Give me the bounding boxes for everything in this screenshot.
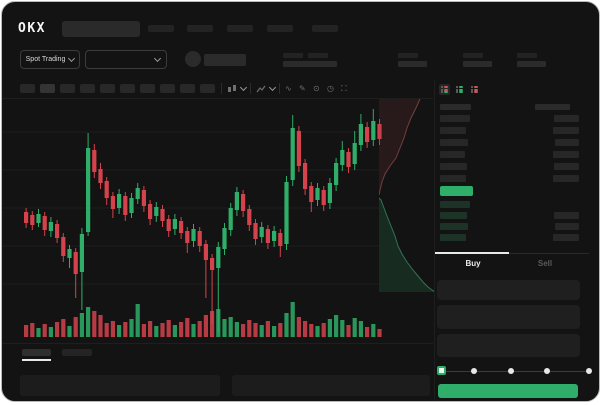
fullscreen-icon[interactable]: ⛶: [341, 84, 347, 93]
orderbook-row[interactable]: [440, 151, 579, 158]
history-clock-icon[interactable]: ◷: [327, 84, 334, 93]
depth-chart: [379, 99, 435, 292]
nav-item-4[interactable]: [267, 25, 293, 32]
chevron-down-icon[interactable]: [268, 83, 277, 92]
chart-type-candles-icon[interactable]: [227, 84, 237, 94]
book-header-price: [440, 104, 471, 110]
orderbook-row[interactable]: [440, 163, 579, 170]
toolbar-bottom-divider: [2, 98, 433, 99]
camera-snapshot-icon[interactable]: ⊙: [313, 84, 320, 93]
timeframe-button-3[interactable]: [60, 84, 75, 93]
toolbar-divider: [250, 83, 251, 94]
orderbook-panel: Buy Sell: [434, 80, 599, 401]
book-combined-icon[interactable]: [439, 84, 450, 95]
coin-icon[interactable]: [185, 51, 201, 67]
timeframe-button-2[interactable]: [40, 84, 55, 93]
order-total-field[interactable]: [437, 334, 580, 357]
buy-tab-indicator: [435, 252, 509, 254]
slider-handle[interactable]: [437, 366, 446, 375]
indicators-icon[interactable]: [256, 84, 266, 94]
orderbook-row[interactable]: [440, 139, 579, 146]
chevron-down-icon: [68, 54, 76, 63]
nav-item-3[interactable]: [227, 25, 253, 32]
bottom-panel-box-2: [232, 375, 430, 396]
nav-item-1[interactable]: [148, 25, 174, 32]
bottom-tab-active[interactable]: [22, 349, 51, 356]
bottom-tab-2[interactable]: [62, 349, 92, 356]
search-input[interactable]: [62, 21, 140, 37]
ticker-stat-3: [398, 53, 427, 67]
amount-slider[interactable]: [440, 371, 589, 372]
tab-divider: [509, 253, 589, 254]
slider-stop[interactable]: [586, 368, 592, 374]
tab-buy[interactable]: Buy: [465, 259, 481, 268]
nav-item-2[interactable]: [187, 25, 213, 32]
orderbook-row[interactable]: [440, 127, 579, 134]
chevron-down-icon[interactable]: [239, 83, 248, 92]
chart-bottom-divider: [2, 343, 433, 344]
toolbar-divider: [221, 83, 222, 94]
timeframe-button-1[interactable]: [20, 84, 35, 93]
bottom-tab-active-underline: [22, 359, 51, 361]
pair-selector-dropdown[interactable]: [85, 50, 167, 69]
ticker-stat-2: [308, 53, 337, 67]
ticker-stat-5: [517, 53, 546, 67]
bottom-panel-box-1: [20, 375, 220, 396]
market-type-label: Spot Trading: [25, 56, 66, 63]
orderbook-row[interactable]: [440, 234, 579, 241]
order-amount-field[interactable]: [437, 305, 580, 329]
book-header-amount: [535, 104, 570, 110]
tab-sell[interactable]: Sell: [537, 259, 553, 268]
slider-stop[interactable]: [544, 368, 550, 374]
chevron-down-icon: [153, 54, 162, 63]
wave-tool-icon[interactable]: ∿: [285, 84, 292, 93]
last-price-badge[interactable]: [440, 186, 473, 196]
book-asks-icon[interactable]: [469, 84, 480, 95]
orderbook-row[interactable]: [440, 115, 579, 122]
orderbook-row[interactable]: [440, 201, 579, 208]
timeframe-button-8[interactable]: [160, 84, 175, 93]
timeframe-button-4[interactable]: [80, 84, 95, 93]
slider-stop[interactable]: [508, 368, 514, 374]
okx-logo: OKX: [18, 21, 46, 36]
ticker-stat-4: [463, 53, 492, 67]
slider-stop[interactable]: [471, 368, 477, 374]
timeframe-button-9[interactable]: [180, 84, 195, 93]
nav-item-5[interactable]: [312, 25, 338, 32]
timeframe-button-10[interactable]: [200, 84, 215, 93]
orderbook-row[interactable]: [440, 175, 579, 182]
orderbook-row[interactable]: [440, 212, 579, 219]
buy-submit-button[interactable]: [438, 384, 578, 398]
candlestick-chart[interactable]: [2, 99, 433, 342]
toolbar-divider: [279, 83, 280, 94]
timeframe-button-6[interactable]: [120, 84, 135, 93]
timeframe-button-7[interactable]: [140, 84, 155, 93]
orderbook-row[interactable]: [440, 223, 579, 230]
market-type-dropdown[interactable]: Spot Trading: [20, 50, 80, 69]
book-bids-icon[interactable]: [454, 84, 465, 95]
ticker-stat-1: [283, 53, 312, 67]
timeframe-button-5[interactable]: [100, 84, 115, 93]
order-price-field[interactable]: [437, 280, 580, 300]
draw-pencil-icon[interactable]: ✎: [299, 84, 306, 93]
pair-name-placeholder: [204, 54, 246, 66]
